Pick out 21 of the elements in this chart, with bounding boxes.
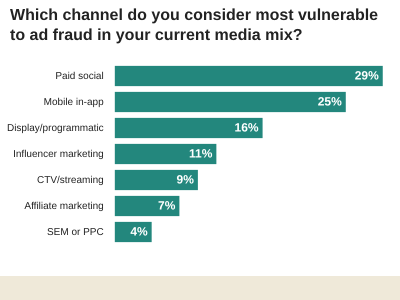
bar [114, 170, 198, 190]
data-label: 25% [318, 94, 342, 108]
y-tick-label: Mobile in-app [44, 96, 104, 108]
data-label: 16% [234, 120, 259, 134]
y-tick-label: Influencer marketing [13, 148, 104, 160]
y-tick-label: SEM or PPC [47, 226, 104, 238]
y-tick-label: Paid social [55, 70, 104, 82]
bar [114, 66, 383, 86]
data-label: 7% [158, 198, 176, 212]
bar [114, 118, 263, 138]
bar [114, 196, 180, 216]
bar [114, 144, 216, 164]
data-label: 9% [176, 172, 194, 186]
y-tick-label: CTV/streaming [37, 174, 104, 186]
data-label: 4% [130, 224, 148, 238]
y-tick-label: Affiliate marketing [24, 200, 104, 212]
bar [114, 92, 346, 112]
chart-title: Which channel do you consider most vulnerable to ad fraud in your current media mix? [10, 6, 380, 46]
data-label: 29% [354, 68, 380, 82]
data-label: 11% [189, 146, 213, 160]
y-tick-label: Display/programmatic [6, 122, 104, 134]
